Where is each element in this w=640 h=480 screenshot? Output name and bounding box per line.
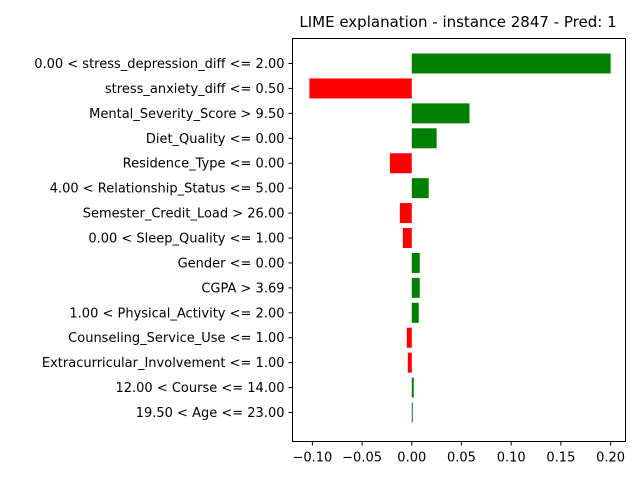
y-axis: 0.00 < stress_depression_diff <= 2.00 str…	[34, 57, 293, 421]
x-tick-label-4: 0.10	[497, 451, 526, 466]
y-tick-label-6: Semester_Credit_Load > 26.00	[83, 207, 285, 222]
bar-6	[399, 203, 412, 224]
bar-3	[411, 128, 437, 149]
x-tick-label-0: −0.10	[292, 451, 332, 466]
bar-7	[402, 228, 412, 249]
y-tick-label-8: Gender <= 0.00	[178, 256, 285, 271]
y-tick-label-3: Diet_Quality <= 0.00	[146, 132, 285, 147]
y-tick-label-7: 0.00 < Sleep_Quality <= 1.00	[88, 232, 284, 247]
bar-12	[407, 352, 412, 373]
bar-9	[411, 277, 420, 298]
x-tick-label-3: 0.05	[447, 451, 476, 466]
bar-10	[411, 302, 419, 323]
bar-13	[411, 377, 414, 398]
bar-2	[411, 103, 470, 124]
x-tick-label-6: 0.20	[596, 451, 625, 466]
x-tick-label-2: 0.00	[397, 451, 426, 466]
bar-4	[389, 153, 412, 174]
chart-title: LIME explanation - instance 2847 - Pred:…	[299, 13, 616, 31]
y-tick-label-12: Extracurricular_Involvement <= 1.00	[42, 356, 285, 371]
x-tick-label-5: 0.15	[546, 451, 575, 466]
bar-5	[411, 178, 429, 199]
y-tick-label-14: 19.50 < Age <= 23.00	[136, 406, 285, 421]
y-tick-label-10: 1.00 < Physical_Activity <= 2.00	[69, 306, 284, 321]
y-tick-label-9: CGPA > 3.69	[201, 281, 284, 296]
bar-8	[411, 252, 420, 273]
bar-1	[309, 78, 412, 99]
y-tick-label-1: stress_anxiety_diff <= 0.50	[105, 82, 285, 97]
plot-area-frame	[292, 38, 626, 442]
y-tick-label-0: 0.00 < stress_depression_diff <= 2.00	[34, 57, 284, 72]
y-tick-label-5: 4.00 < Relationship_Status <= 5.00	[50, 182, 285, 197]
y-tick-label-4: Residence_Type <= 0.00	[123, 157, 285, 172]
bar-0	[411, 53, 611, 74]
bar-11	[406, 327, 412, 348]
bar-14	[411, 402, 413, 423]
y-tick-label-13: 12.00 < Course <= 14.00	[115, 381, 284, 396]
y-tick-label-2: Mental_Severity_Score > 9.50	[89, 107, 284, 122]
bars-group	[309, 53, 611, 423]
x-axis: −0.10 −0.05 0.00 0.05 0.10 0.15 0.20	[292, 441, 625, 466]
x-tick-label-1: −0.05	[342, 451, 382, 466]
y-tick-label-11: Counseling_Service_Use <= 1.00	[68, 331, 284, 346]
